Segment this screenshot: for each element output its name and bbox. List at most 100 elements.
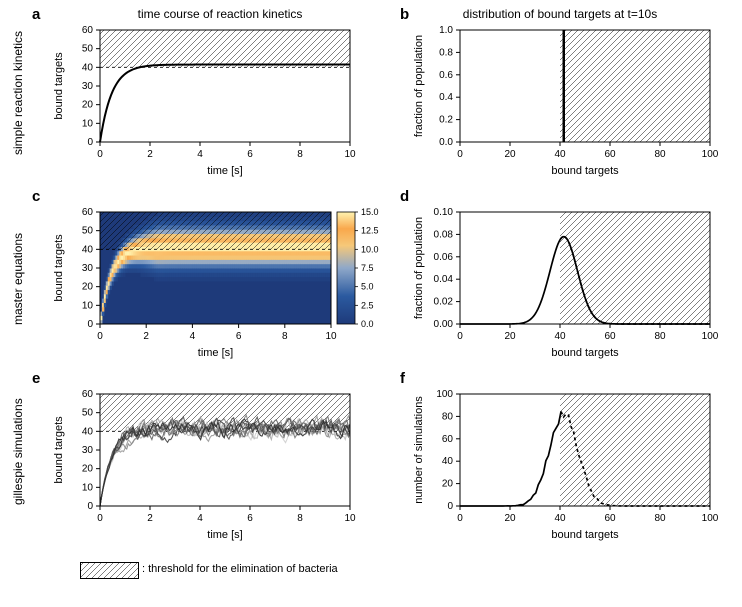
svg-text:2: 2 (147, 149, 153, 160)
svg-text:0: 0 (97, 331, 103, 342)
svg-text:0.6: 0.6 (439, 70, 453, 81)
svg-text:100: 100 (702, 513, 719, 524)
row-label-master: master equations (11, 233, 25, 325)
svg-text:12.5: 12.5 (361, 226, 379, 236)
svg-text:50: 50 (82, 44, 94, 55)
svg-text:40: 40 (554, 331, 566, 342)
svg-text:0.06: 0.06 (434, 252, 454, 263)
svg-text:0: 0 (447, 501, 453, 512)
svg-text:6: 6 (247, 149, 253, 160)
panel-letter-d: d (400, 188, 409, 205)
row-label-simple: simple reaction kinetics (11, 31, 25, 155)
panel-letter-c: c (32, 188, 40, 205)
svg-text:40: 40 (82, 62, 94, 73)
panel-c: 0.02.55.07.510.012.515.00246810010203040… (50, 206, 390, 364)
svg-text:80: 80 (654, 331, 666, 342)
svg-text:0.8: 0.8 (439, 47, 453, 58)
svg-text:8: 8 (297, 149, 303, 160)
svg-text:0: 0 (97, 149, 103, 160)
svg-text:60: 60 (82, 389, 94, 400)
panel-letter-e: e (32, 370, 40, 387)
svg-text:40: 40 (442, 456, 454, 467)
svg-text:0: 0 (457, 513, 463, 524)
svg-text:20: 20 (82, 100, 94, 111)
figure-root: simple reaction kinetics master equation… (0, 0, 742, 607)
svg-text:100: 100 (702, 331, 719, 342)
svg-text:50: 50 (82, 408, 94, 419)
svg-text:0: 0 (97, 513, 103, 524)
svg-text:4: 4 (197, 149, 203, 160)
svg-text:0.4: 0.4 (439, 92, 453, 103)
svg-text:15.0: 15.0 (361, 207, 379, 217)
svg-text:7.5: 7.5 (361, 263, 374, 273)
svg-text:10: 10 (344, 513, 356, 524)
svg-text:0: 0 (87, 137, 93, 148)
svg-text:10.0: 10.0 (361, 244, 379, 254)
svg-text:0.08: 0.08 (434, 229, 454, 240)
svg-text:0: 0 (87, 319, 93, 330)
svg-text:time [s]: time [s] (207, 165, 242, 177)
svg-text:10: 10 (82, 118, 94, 129)
svg-text:0.02: 0.02 (434, 297, 454, 308)
svg-text:4: 4 (197, 513, 203, 524)
svg-text:10: 10 (325, 331, 337, 342)
svg-text:20: 20 (504, 331, 516, 342)
svg-text:100: 100 (702, 149, 719, 160)
svg-text:20: 20 (82, 464, 94, 475)
svg-text:bound targets: bound targets (53, 52, 65, 120)
svg-text:0: 0 (457, 149, 463, 160)
panel-b: 0204060801000.00.20.40.60.81.0bound targ… (410, 24, 720, 182)
svg-text:bound targets: bound targets (551, 529, 619, 541)
svg-text:40: 40 (554, 513, 566, 524)
svg-text:60: 60 (604, 513, 616, 524)
svg-text:0.10: 0.10 (434, 207, 454, 218)
svg-text:4: 4 (190, 331, 196, 342)
svg-text:10: 10 (344, 149, 356, 160)
svg-text:fraction of population: fraction of population (413, 217, 425, 319)
svg-text:bound targets: bound targets (53, 234, 65, 302)
svg-text:10: 10 (82, 300, 94, 311)
col-title-left: time course of reaction kinetics (100, 7, 340, 21)
svg-text:8: 8 (282, 331, 288, 342)
svg-text:40: 40 (82, 244, 94, 255)
svg-text:80: 80 (654, 513, 666, 524)
svg-text:6: 6 (236, 331, 242, 342)
panel-a: 0 2 4 6 8 10 0 10 20 30 40 50 60 time [s] bound target… (50, 24, 360, 182)
panel-e: 02468100102030405060time [s]bound target… (50, 388, 360, 546)
svg-text:6: 6 (247, 513, 253, 524)
panel-f: 020406080100020406080100bound targetsnum… (410, 388, 720, 546)
svg-text:40: 40 (554, 149, 566, 160)
svg-text:20: 20 (504, 149, 516, 160)
svg-text:2.5: 2.5 (361, 300, 374, 310)
svg-text:fraction of population: fraction of population (413, 35, 425, 137)
svg-text:bound targets: bound targets (551, 165, 619, 177)
svg-text:time [s]: time [s] (198, 347, 233, 359)
svg-text:5.0: 5.0 (361, 282, 374, 292)
row-label-gillespie: gillespie simulations (11, 398, 25, 505)
svg-text:50: 50 (82, 226, 94, 237)
svg-text:60: 60 (82, 25, 94, 36)
svg-text:100: 100 (436, 389, 453, 400)
svg-text:20: 20 (442, 479, 454, 490)
panel-letter-f: f (400, 370, 405, 387)
svg-text:20: 20 (82, 282, 94, 293)
col-title-right: distribution of bound targets at t=10s (420, 7, 700, 21)
svg-text:60: 60 (442, 434, 454, 445)
panel-letter-a: a (32, 6, 40, 23)
panel-letter-b: b (400, 6, 409, 23)
svg-text:30: 30 (82, 445, 94, 456)
svg-text:0.2: 0.2 (439, 115, 453, 126)
svg-text:time [s]: time [s] (207, 529, 242, 541)
svg-text:30: 30 (82, 81, 94, 92)
legend-text: : threshold for the elimination of bacte… (142, 563, 338, 575)
svg-text:8: 8 (297, 513, 303, 524)
svg-text:bound targets: bound targets (53, 416, 65, 484)
svg-text:0.04: 0.04 (434, 274, 454, 285)
legend-swatch (80, 560, 140, 582)
svg-text:0.0: 0.0 (439, 137, 453, 148)
svg-text:number of simulations: number of simulations (413, 396, 425, 504)
svg-text:10: 10 (82, 482, 94, 493)
svg-text:60: 60 (604, 149, 616, 160)
svg-text:0: 0 (87, 501, 93, 512)
svg-text:0.0: 0.0 (361, 319, 374, 329)
